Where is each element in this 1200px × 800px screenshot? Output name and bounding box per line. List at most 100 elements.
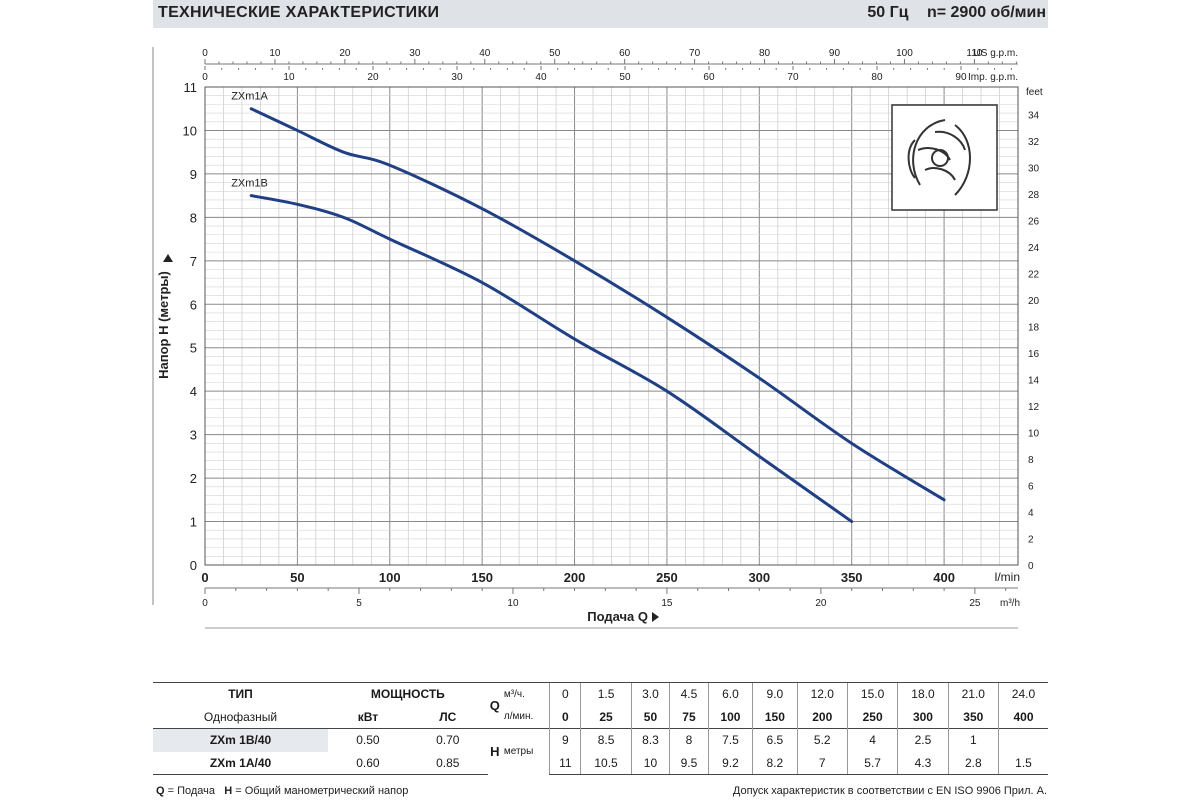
frequency-label: 50 Гц [867,4,909,21]
lmin-value: 200 [796,705,848,729]
feet-tick-label: 6 [1028,482,1034,493]
q-letter: Q [487,682,502,729]
head-value: 7.5 [707,728,753,752]
y-tick-label: 6 [190,297,197,312]
x-axis-title: Подача Q [587,609,648,624]
y-tick-label: 2 [190,471,197,486]
m3h-value: 1.5 [580,682,632,706]
x-tick-label: 400 [933,570,955,585]
feet-tick-label: 12 [1028,402,1040,413]
us-gpm-tick-label: 40 [479,48,491,59]
y-tick-label: 0 [190,558,197,573]
feet-unit-label: feet [1026,87,1043,98]
feet-tick-label: 22 [1028,270,1040,281]
feet-tick-label: 30 [1028,164,1040,175]
hp-value: 0.70 [407,728,488,752]
imp-gpm-tick-label: 80 [871,72,883,83]
feet-tick-label: 32 [1028,137,1040,148]
head-value: 8.5 [580,728,632,752]
model-name: ZXm 1A/40 [153,751,328,775]
footer-tolerance-note: Допуск характеристик в соответствии с EN… [732,785,1047,797]
h-text: = Общий манометрический напор [235,785,409,797]
us-gpm-tick-label: 0 [202,48,208,59]
series-line-zxm1b [249,194,854,524]
head-value: 4.3 [897,751,949,775]
us-gpm-tick-label: 20 [339,48,351,59]
h-key: H [224,785,233,797]
x-unit-label: l/min [995,570,1020,584]
y-tick-label: 3 [190,428,197,443]
table-header-row-2: Однофазный кВт ЛС л/мин. 0 25 50 75 100 … [153,705,1048,729]
head-value: 8.2 [752,751,798,775]
head-value: 2.5 [897,728,949,752]
m3h-unit-label: m³/h [1000,598,1020,609]
y-tick-label: 10 [183,123,197,138]
m3h-value: 3.0 [630,682,670,706]
feet-tick-label: 26 [1028,217,1040,228]
feet-tick-label: 2 [1028,535,1034,546]
m3h-tick-label: 10 [507,598,519,609]
imp-gpm-tick-label: 20 [367,72,379,83]
lmin-value: 300 [897,705,949,729]
m3h-unit: м³/ч. [501,682,550,706]
m3h-value: 15.0 [846,682,898,706]
imp-gpm-tick-label: 30 [451,72,463,83]
y-tick-label: 9 [190,167,197,182]
x-tick-label: 0 [201,570,208,585]
head-value [997,728,1048,752]
lmin-value: 400 [997,705,1048,729]
head-value: 9 [549,728,581,752]
phase-header: Однофазный [203,709,278,724]
feet-tick-label: 28 [1028,190,1040,201]
series-line-zxm1a [249,107,946,502]
series-label: ZXm1A [231,91,268,103]
feet-tick-label: 8 [1028,455,1034,466]
x-tick-label: 150 [471,570,493,585]
us-gpm-tick-label: 100 [896,48,913,59]
head-value: 10 [630,751,670,775]
imp-gpm-tick-label: 70 [787,72,799,83]
lmin-value: 25 [580,705,632,729]
head-value: 9.2 [707,751,753,775]
head-value: 6.5 [752,728,798,752]
speed-label: n= 2900 об/мин [926,4,1046,21]
y-tick-label: 11 [184,80,198,95]
m3h-value: 24.0 [997,682,1048,706]
m3h-value: 6.0 [707,682,753,706]
header-bar [153,0,1048,28]
q-text: = Подача [167,785,216,797]
impeller-inset [891,104,998,211]
imp-gpm-tick-label: 90 [955,72,967,83]
m3h-value: 18.0 [897,682,949,706]
x-tick-label: 100 [379,570,401,585]
y-tick-label: 4 [190,384,197,399]
model-name: ZXm 1B/40 [153,728,328,752]
feet-tick-label: 24 [1028,243,1040,254]
impeller-icon [907,119,971,196]
y-tick-label: 8 [190,210,197,225]
table-row: ZXm 1A/40 0.60 0.85 11 10.5 10 9.5 9.2 8… [153,751,1048,775]
h-letter: H [487,728,502,775]
x-axis-arrow-icon [652,612,659,622]
feet-tick-label: 16 [1028,349,1040,360]
x-tick-label: 50 [290,570,304,585]
feet-tick-label: 14 [1028,376,1040,387]
head-value: 7 [796,751,848,775]
m3h-tick-label: 15 [661,598,673,609]
us-gpm-tick-label: 60 [619,48,631,59]
m3h-value: 12.0 [796,682,848,706]
head-value: 1 [947,728,999,752]
grid [204,86,1019,566]
imp-gpm-tick-label: 40 [535,72,547,83]
table-header-row-1: ТИП МОЩНОСТЬ Q м³/ч. 0 1.5 3.0 4.5 6.0 9… [153,682,1048,729]
lmin-value: 100 [707,705,753,729]
m3h-value: 9.0 [752,682,798,706]
kw-value: 0.60 [328,751,408,775]
plot-frame [204,86,1019,566]
x-tick-label: 350 [841,570,863,585]
hp-value: 0.85 [407,751,488,775]
table-row: ZXm 1B/40 0.50 0.70 H метры 9 8.5 8.3 8 … [153,728,1048,775]
feet-tick-label: 4 [1028,508,1034,519]
imp-gpm-tick-label: 50 [619,72,631,83]
